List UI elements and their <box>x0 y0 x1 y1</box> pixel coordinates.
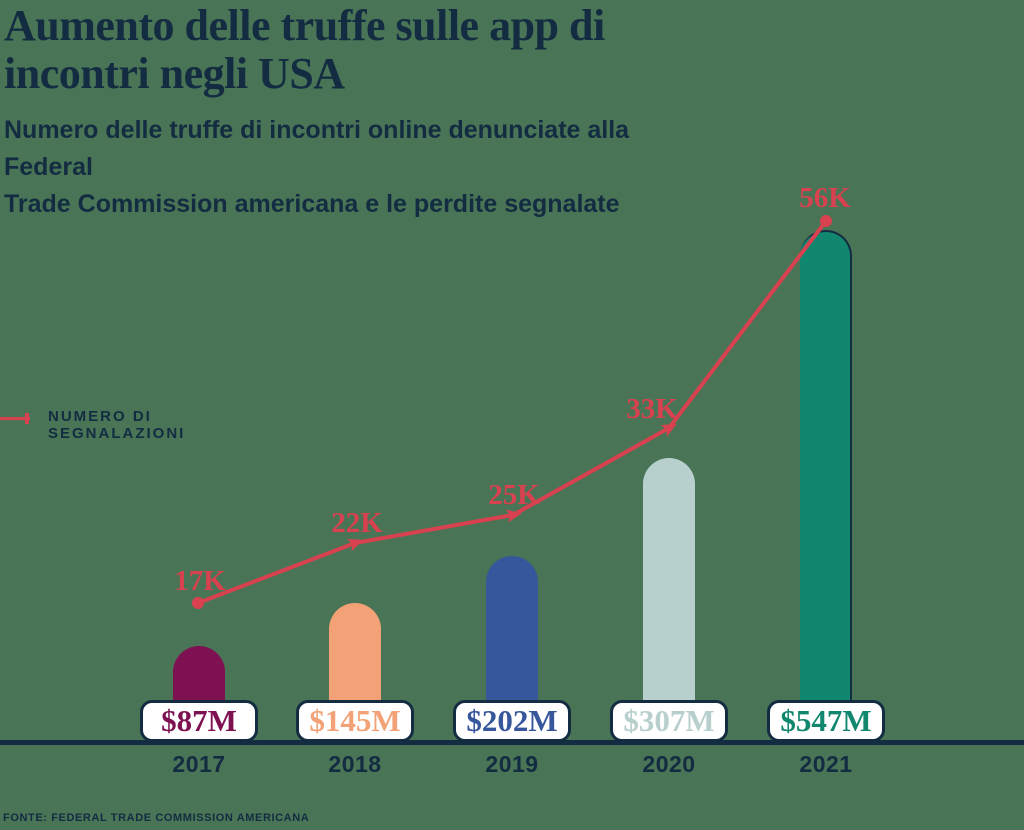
year-label-2021: 2021 <box>799 751 853 777</box>
year-label-2019: 2019 <box>485 751 539 777</box>
chart-title: Aumento delle truffe sulle app di incont… <box>4 1 605 98</box>
loss-value-2018: $145M <box>309 703 401 738</box>
loss-box-2019: $202M <box>453 700 571 742</box>
trend-polyline <box>197 219 828 605</box>
reports-label-2017: 17K <box>174 565 226 597</box>
year-label-2017: 2017 <box>172 751 226 777</box>
loss-value-2021: $547M <box>780 703 872 738</box>
reports-label-2019: 25K <box>488 479 540 511</box>
source-note: FONTE: FEDERAL TRADE COMMISSION AMERICAN… <box>3 812 310 824</box>
year-label-2018: 2018 <box>328 751 382 777</box>
loss-box-2021: $547M <box>767 700 885 742</box>
loss-box-2020: $307M <box>610 700 728 742</box>
loss-value-2017: $87M <box>161 703 237 738</box>
loss-box-2017: $87M <box>140 700 258 742</box>
chart-subtitle: Numero delle truffe di incontri online d… <box>4 116 630 218</box>
legend-line-swatch-icon <box>0 417 30 420</box>
reports-label-2021: 56K <box>799 182 851 214</box>
reports-label-2020: 33K <box>626 393 678 425</box>
reports-label-2018: 22K <box>331 507 383 539</box>
year-label-2020: 2020 <box>642 751 696 777</box>
trend-markers <box>192 215 832 609</box>
bar-2021 <box>800 230 852 742</box>
loss-value-2020: $307M <box>623 703 715 738</box>
x-axis-line <box>0 740 1024 745</box>
legend-label: NUMERO DI SEGNALAZIONI <box>48 408 186 442</box>
loss-box-2018: $145M <box>296 700 414 742</box>
loss-value-2019: $202M <box>466 703 558 738</box>
legend-line-end-tick-icon <box>25 413 29 424</box>
